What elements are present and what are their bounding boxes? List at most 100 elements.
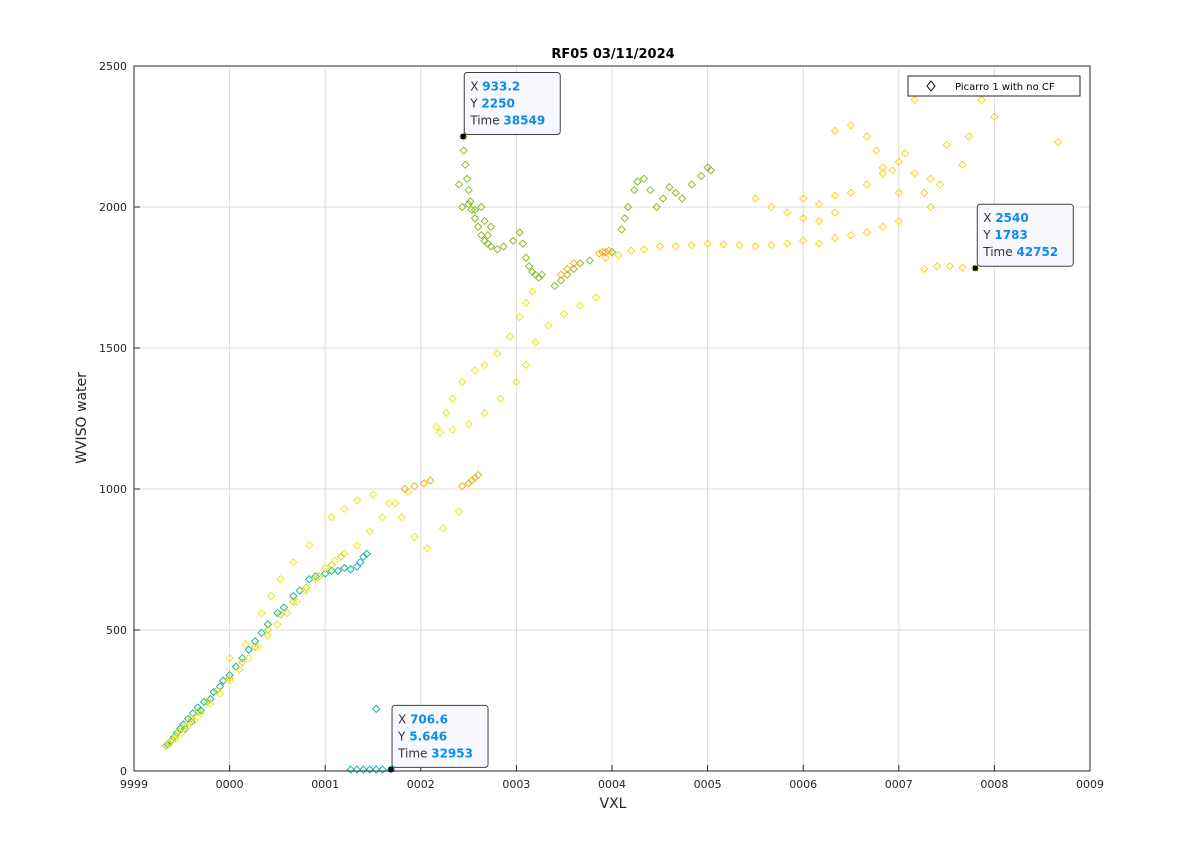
data-point [496,394,505,403]
datatip: X 2540 Y 1783 Time 42752 [972,203,1074,271]
data-point [365,527,375,536]
x-axis-label: VXL [600,796,627,812]
data-point [620,214,629,223]
data-point [465,197,475,206]
data-point [470,205,480,215]
data-point [528,287,537,296]
data-point [352,765,362,774]
data-point [658,194,668,203]
data-point [569,264,578,274]
axes: 9999 0000 0001 0002 0003 0004 0005 0006 0007 0008… [99,60,1104,791]
data-point [410,481,419,491]
data-point [327,566,336,575]
data-point [920,264,929,274]
data-point [320,569,330,578]
data-point [719,240,728,249]
data-point [458,481,467,491]
data-point [521,360,531,370]
data-point [282,608,292,618]
data-point [161,741,171,750]
data-point [250,637,260,646]
y-axis-label: WVISO water [74,372,90,464]
data-point [888,166,897,175]
y-tick-label: 2500 [99,60,127,73]
data-point [403,487,413,497]
data-point [569,259,578,268]
data-point [244,645,253,654]
datatip-key: X [470,80,482,94]
data-point [665,183,674,192]
data-point [751,242,760,251]
data-point [177,728,187,738]
data-point [164,738,174,748]
data-point [878,163,888,172]
data-point [798,236,808,246]
legend-label: Picarro 1 with no CF [955,82,1055,93]
data-points [161,78,1063,774]
datatip-row: Y 1783 [982,228,1028,242]
datatip-value: 32953 [431,746,473,760]
datatip-key: Time [982,245,1016,259]
datatip-value: 2250 [481,97,514,111]
data-point [652,202,661,212]
y-tick-label: 2000 [99,201,127,214]
data-point [257,608,266,618]
data-point [559,309,569,319]
legend[interactable]: Picarro 1 with no CF [907,75,1081,97]
data-point [305,541,314,550]
data-point [515,312,524,322]
data-point [356,558,365,567]
x-tick-label: 0005 [694,778,722,791]
datatip-key: Time [397,746,431,760]
data-point [958,263,967,272]
data-point [614,250,623,260]
data-point [751,194,760,203]
data-point [340,504,349,513]
data-point [225,653,234,663]
data-point [521,298,531,308]
data-point [464,479,473,488]
data-point [477,230,486,240]
datatip-key: Y [397,729,409,743]
data-point [480,360,489,370]
data-point [872,146,881,155]
data-point [964,132,974,141]
data-point [483,230,492,240]
datatip-value: 2540 [995,211,1028,225]
legend-marker-icon [926,80,936,92]
data-point [225,670,234,680]
data-point [199,697,209,707]
datatip-value: 38549 [503,114,545,128]
datatip-key: Time [469,114,503,128]
data-point [254,642,263,652]
datatip-row: X 706.6 [398,712,448,726]
data-point [276,610,285,619]
datatip-value: 42752 [1016,245,1058,259]
data-point [462,174,472,184]
data-point [480,216,489,226]
datatip-box [976,203,1074,267]
data-point [575,301,585,310]
data-point [687,180,696,189]
data-point [830,208,840,217]
datatip-row: X 2540 [983,211,1028,225]
data-point [862,228,872,237]
data-point [735,240,744,250]
datatip-row: Time 42752 [982,245,1058,259]
data-point [518,239,527,248]
data-point [454,180,464,189]
data-point [400,484,410,494]
data-point [942,140,951,150]
x-tick-label: 0004 [598,778,626,791]
datatip-value: 933.2 [482,80,520,94]
data-point [633,177,642,186]
data-point [486,242,496,251]
data-point [365,765,375,774]
data-point [289,597,298,607]
data-point [215,689,225,698]
data-point [604,246,614,255]
data-point [419,479,429,488]
data-point [470,214,480,223]
data-point [206,699,215,708]
